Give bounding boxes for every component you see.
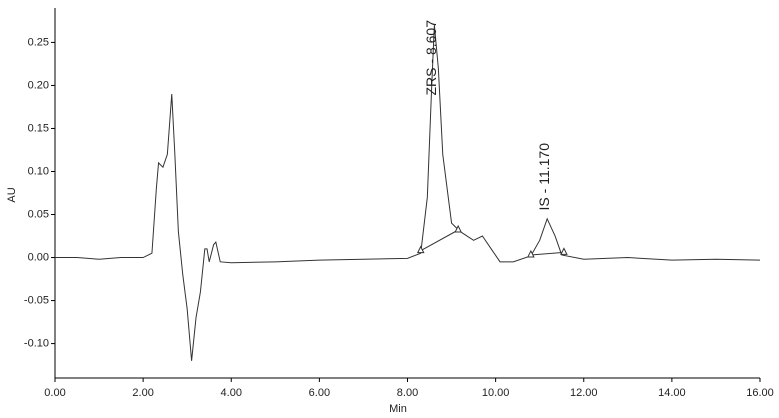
integration-baseline — [530, 251, 564, 256]
y-tick-label: 0.25 — [28, 36, 49, 48]
y-tick-label: -0.05 — [24, 294, 49, 306]
x-tick-label: 16.00 — [746, 387, 774, 399]
x-tick-label: 2.00 — [132, 387, 153, 399]
trace — [55, 25, 761, 361]
integration-baseline — [420, 229, 459, 252]
x-axis-label: Min — [389, 403, 407, 415]
x-tick-label: 4.00 — [221, 387, 242, 399]
baseline-marker — [454, 224, 462, 233]
y-tick-label: 0.15 — [28, 122, 49, 134]
y-axis-label: AU — [6, 187, 18, 202]
x-tick-label: 6.00 — [309, 387, 330, 399]
baseline-marker — [560, 247, 568, 255]
baseline-marker — [416, 245, 425, 254]
peak-annotation: ZRS - 8.607 — [423, 20, 439, 96]
x-tick-label: 8.00 — [397, 387, 418, 399]
y-tick-label: 0.10 — [28, 165, 49, 177]
peak-annotation: IS - 11.170 — [536, 143, 552, 211]
y-tick-label: 0.05 — [28, 208, 49, 220]
y-tick-label: -0.10 — [24, 337, 49, 349]
baseline-marker — [527, 249, 535, 258]
x-tick-label: 12.00 — [570, 387, 598, 399]
x-tick-label: 0.00 — [44, 387, 65, 399]
y-tick-label: 0.20 — [28, 79, 49, 91]
x-tick-label: 14.00 — [658, 387, 686, 399]
y-tick-label: 0.00 — [28, 251, 49, 263]
x-tick-label: 10.00 — [482, 387, 510, 399]
